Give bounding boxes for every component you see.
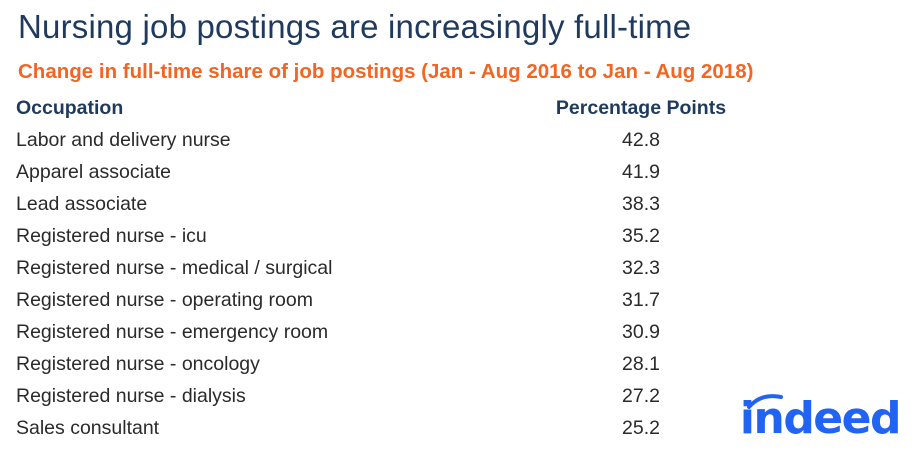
table-row: Registered nurse - medical / surgical 32.… [16,252,776,284]
percentage-points-cell: 28.1 [622,353,660,375]
occupation-cell: Registered nurse - icu [16,225,207,247]
occupation-cell: Apparel associate [16,161,172,183]
occupation-cell: Labor and delivery nurse [16,129,231,151]
percentage-points-cell: 42.8 [622,129,660,151]
chart-subtitle: Change in full-time share of job posting… [18,60,754,83]
percentage-points-cell: 30.9 [622,321,660,343]
table-row: Registered nurse - emergency room 30.9 [16,316,776,348]
percentage-points-cell: 35.2 [622,225,660,247]
occupation-cell: Registered nurse - oncology [16,353,260,375]
table-row: Registered nurse - oncology 28.1 [16,348,776,380]
occupation-cell: Registered nurse - operating room [16,289,313,311]
occupation-cell: Registered nurse - medical / surgical [16,257,333,279]
occupation-cell: Registered nurse - dialysis [16,385,246,407]
table-row: Lead associate 38.3 [16,188,776,220]
percentage-points-cell: 31.7 [622,289,660,311]
indeed-logo-arc-icon [747,394,783,409]
table-header-row: Occupation Percentage Points [16,92,776,124]
indeed-logo: indeed [739,393,902,444]
occupation-cell: Lead associate [16,193,148,215]
percentage-points-cell: 32.3 [622,257,660,279]
chart-title: Nursing job postings are increasingly fu… [18,8,692,45]
table-row: Labor and delivery nurse 42.8 [16,124,776,156]
column-header-occupation: Occupation [16,97,124,119]
occupation-cell: Registered nurse - emergency room [16,321,329,343]
occupation-cell: Sales consultant [16,417,160,439]
percentage-points-cell: 41.9 [622,161,660,183]
percentage-points-cell: 27.2 [622,385,660,407]
table-row: Sales consultant 25.2 [16,412,776,444]
table-row: Registered nurse - operating room 31.7 [16,284,776,316]
table-body: Labor and delivery nurse 42.8 Apparel asso… [16,124,776,444]
column-header-percentage-points: Percentage Points [555,97,727,119]
percentage-points-cell: 38.3 [622,193,660,215]
table-row: Apparel associate 41.9 [16,156,776,188]
table-row: Registered nurse - dialysis 27.2 [16,380,776,412]
data-table: Occupation Percentage Points Labor and d… [16,92,776,444]
percentage-points-cell: 25.2 [622,417,660,439]
table-row: Registered nurse - icu 35.2 [16,220,776,252]
